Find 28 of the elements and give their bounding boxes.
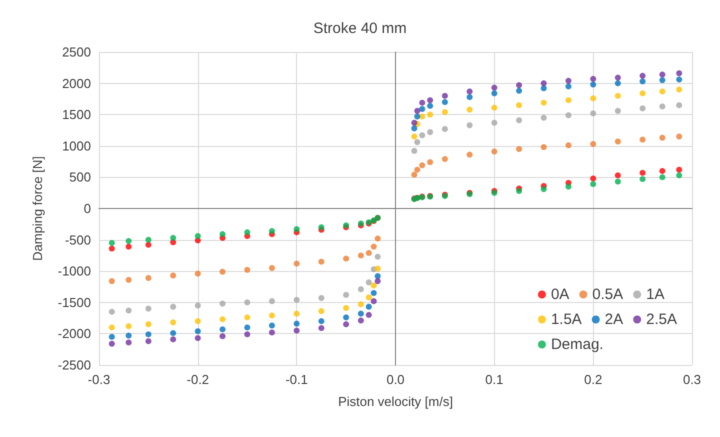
x-tick-label: 0.0 xyxy=(386,372,405,387)
x-tick-label: 0.1 xyxy=(485,372,504,387)
y-tick-label: 0 xyxy=(84,201,91,216)
legend-label: 1A xyxy=(646,286,665,303)
x-axis-title: Piston velocity [m/s] xyxy=(338,394,453,409)
y-tick-label: 2500 xyxy=(62,44,91,60)
y-tick-label: 1000 xyxy=(62,138,91,154)
y-tick-label: -2000 xyxy=(58,326,91,342)
y-tick-label: -1500 xyxy=(58,294,91,310)
x-tick-label: 0.3 xyxy=(682,372,702,387)
x-tick-label: -0.1 xyxy=(285,372,308,387)
y-tick-label: -500 xyxy=(64,232,91,248)
legend-label: 0.5A xyxy=(592,286,624,303)
legend-label: 1.5A xyxy=(550,311,582,328)
chart-title: Stroke 40 mm xyxy=(313,20,407,37)
legend-label: 2A xyxy=(604,311,624,328)
x-tick-label: 0.2 xyxy=(584,372,602,387)
y-tick-label: -2500 xyxy=(58,358,91,372)
legend-label: 0A xyxy=(550,286,570,303)
legend-label: Demag. xyxy=(550,336,604,353)
y-tick-label: 1500 xyxy=(62,107,91,122)
y-tick-label: 500 xyxy=(69,170,91,185)
x-tick-label: -0.2 xyxy=(186,372,210,387)
x-tick-label: -0.3 xyxy=(88,372,110,387)
y-axis-title: Damping force [N] xyxy=(30,156,45,261)
y-tick-label: -1000 xyxy=(58,264,91,279)
legend-label: 2.5A xyxy=(646,311,678,328)
y-tick-label: 2000 xyxy=(62,76,91,91)
